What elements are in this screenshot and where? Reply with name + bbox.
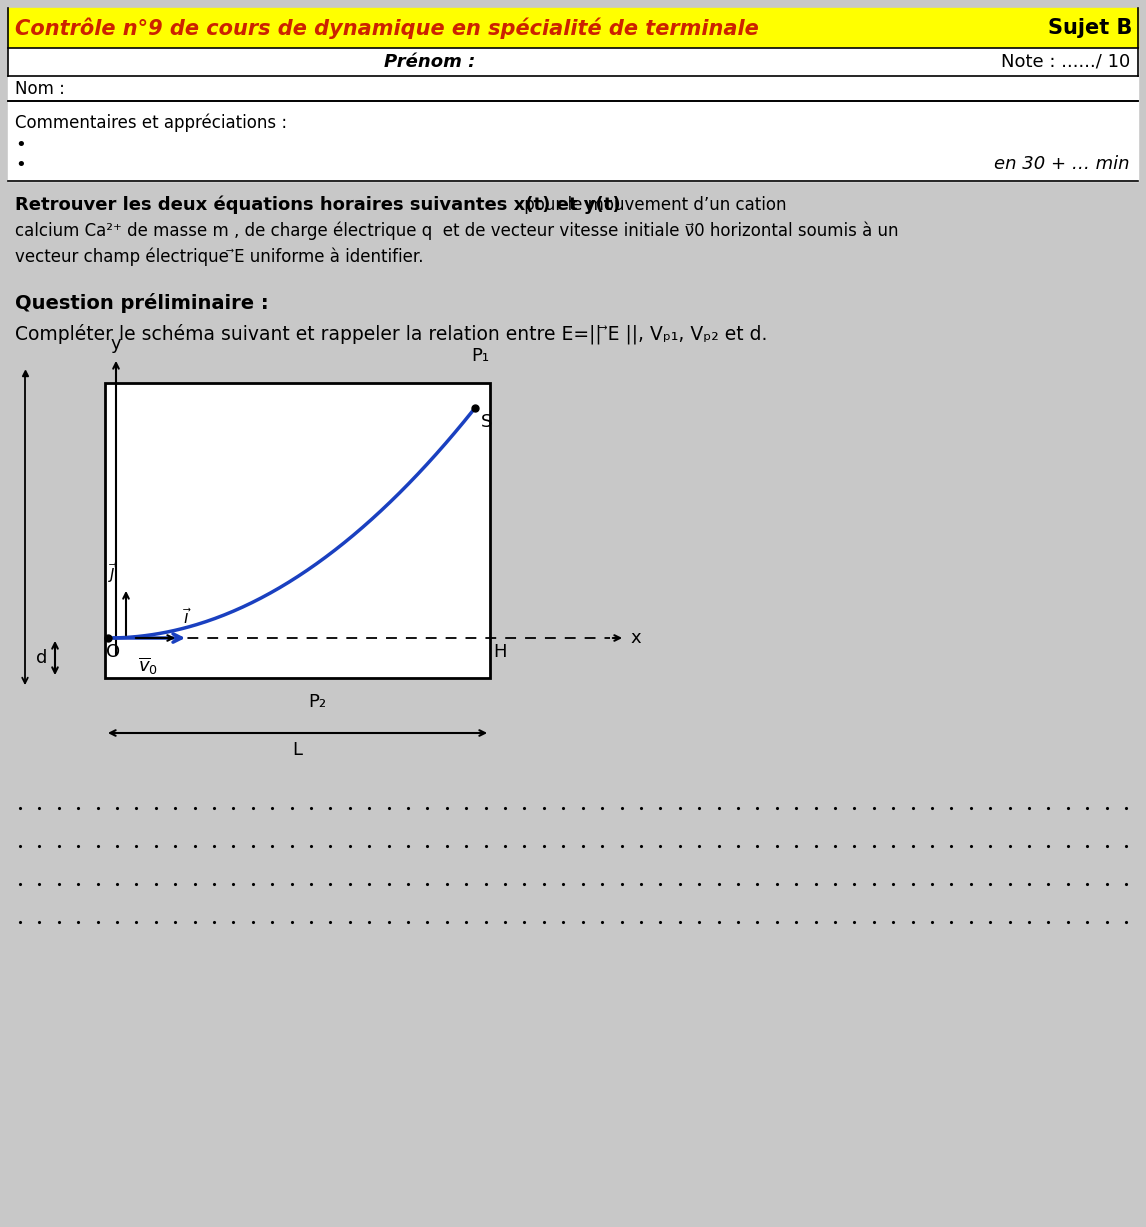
Text: y: y bbox=[111, 335, 121, 353]
Text: Sujet B: Sujet B bbox=[1047, 18, 1132, 38]
Text: P₂: P₂ bbox=[308, 693, 327, 710]
Text: O: O bbox=[105, 643, 120, 661]
Text: en 30 + … min: en 30 + … min bbox=[995, 155, 1130, 173]
Text: Contrôle n°9 de cours de dynamique en spécialité de terminale: Contrôle n°9 de cours de dynamique en sp… bbox=[15, 17, 759, 39]
Text: x: x bbox=[630, 629, 641, 647]
Text: Commentaires et appréciations :: Commentaires et appréciations : bbox=[15, 113, 288, 131]
Bar bbox=[105, 383, 490, 679]
Bar bbox=[105, 383, 490, 679]
Text: Note : ....../ 10: Note : ....../ 10 bbox=[1000, 53, 1130, 71]
Text: $\vec{\jmath}$: $\vec{\jmath}$ bbox=[108, 562, 118, 585]
Text: Compléter le schéma suivant et rappeler la relation entre E=|| ⃗E ||, Vₚ₁, Vₚ₂ e: Compléter le schéma suivant et rappeler … bbox=[15, 323, 768, 344]
Text: H: H bbox=[493, 643, 507, 661]
Text: vecteur champ électrique ⃗E uniforme à identifier.: vecteur champ électrique ⃗E uniforme à i… bbox=[15, 248, 424, 266]
Text: Nom :: Nom : bbox=[15, 80, 65, 97]
Text: L: L bbox=[292, 741, 303, 760]
Text: S: S bbox=[481, 413, 493, 431]
Text: P₁: P₁ bbox=[471, 347, 489, 364]
Text: •: • bbox=[15, 156, 25, 174]
Text: $\vec{\imath}$: $\vec{\imath}$ bbox=[183, 609, 193, 628]
Text: pour le mouvement d’un cation: pour le mouvement d’un cation bbox=[15, 196, 786, 213]
Bar bbox=[8, 48, 1138, 76]
Text: •: • bbox=[15, 136, 25, 155]
Text: Prénom :: Prénom : bbox=[384, 53, 476, 71]
Bar bbox=[8, 76, 1138, 101]
Text: d: d bbox=[36, 649, 47, 667]
Text: Question préliminaire :: Question préliminaire : bbox=[15, 293, 268, 313]
Bar bbox=[8, 9, 1138, 48]
Bar bbox=[8, 101, 1138, 182]
Text: Retrouver les deux équations horaires suivantes x(t) et y(t): Retrouver les deux équations horaires su… bbox=[15, 196, 621, 215]
Text: calcium Ca²⁺ de masse m , de charge électrique q  et de vecteur vitesse initiale: calcium Ca²⁺ de masse m , de charge élec… bbox=[15, 222, 898, 240]
Text: $\overline{v}_0$: $\overline{v}_0$ bbox=[138, 656, 158, 677]
